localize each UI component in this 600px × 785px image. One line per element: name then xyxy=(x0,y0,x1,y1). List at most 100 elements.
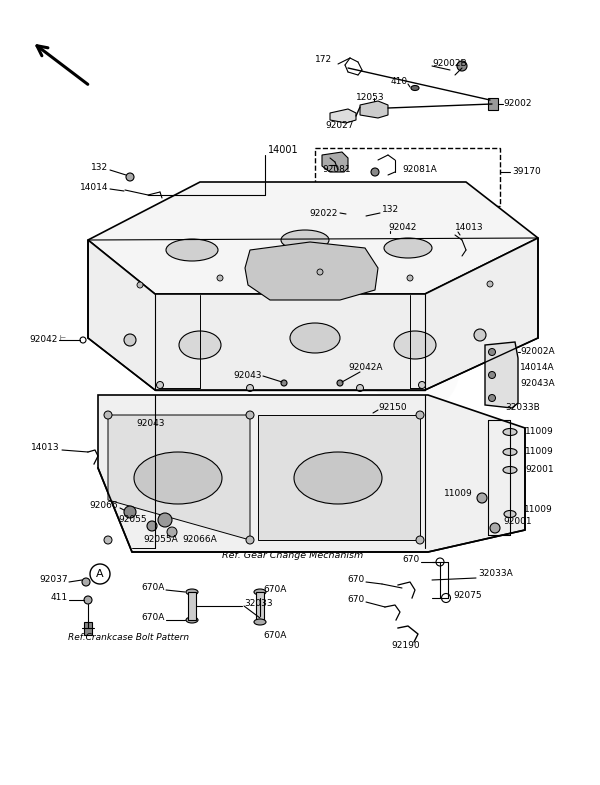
Text: 92002: 92002 xyxy=(503,100,532,108)
Circle shape xyxy=(407,275,413,281)
Ellipse shape xyxy=(179,331,221,359)
Text: 92190: 92190 xyxy=(392,641,421,649)
Circle shape xyxy=(126,173,134,181)
Circle shape xyxy=(356,385,364,392)
Text: 172: 172 xyxy=(315,56,332,64)
Text: 92022: 92022 xyxy=(310,209,338,217)
Circle shape xyxy=(457,61,467,71)
Polygon shape xyxy=(88,238,538,390)
Text: 410: 410 xyxy=(391,78,408,86)
Polygon shape xyxy=(388,233,393,244)
Text: 92081A: 92081A xyxy=(402,166,437,174)
Circle shape xyxy=(247,385,254,392)
Text: 411: 411 xyxy=(51,593,68,603)
Text: 11009: 11009 xyxy=(525,447,554,457)
Circle shape xyxy=(416,411,424,419)
Text: 92001: 92001 xyxy=(503,517,532,527)
Text: 32033A: 32033A xyxy=(478,569,513,579)
Text: Ref.Crankcase Bolt Pattern: Ref.Crankcase Bolt Pattern xyxy=(68,633,189,642)
Circle shape xyxy=(246,536,254,544)
Text: Ref. Gear Change Mechanism: Ref. Gear Change Mechanism xyxy=(222,550,363,560)
Text: 14013: 14013 xyxy=(31,443,60,451)
Text: 32033: 32033 xyxy=(244,598,272,608)
Polygon shape xyxy=(330,109,356,123)
Polygon shape xyxy=(88,182,538,294)
Circle shape xyxy=(124,334,136,346)
Ellipse shape xyxy=(503,448,517,455)
Ellipse shape xyxy=(254,619,266,625)
Text: 14013: 14013 xyxy=(455,224,484,232)
Circle shape xyxy=(104,536,112,544)
Circle shape xyxy=(246,411,254,419)
Polygon shape xyxy=(360,101,388,118)
Text: 92002A: 92002A xyxy=(520,348,554,356)
Ellipse shape xyxy=(294,452,382,504)
Text: 92055: 92055 xyxy=(118,516,147,524)
Text: 92002B: 92002B xyxy=(432,60,467,68)
Text: 92037: 92037 xyxy=(40,575,68,585)
Circle shape xyxy=(488,371,496,378)
Ellipse shape xyxy=(411,86,419,90)
Ellipse shape xyxy=(503,466,517,473)
Text: 92043: 92043 xyxy=(233,371,262,379)
Circle shape xyxy=(371,168,379,176)
Text: 670A: 670A xyxy=(263,631,286,641)
Ellipse shape xyxy=(166,239,218,261)
Text: 92001: 92001 xyxy=(525,466,554,474)
Polygon shape xyxy=(256,592,264,620)
Circle shape xyxy=(217,275,223,281)
Circle shape xyxy=(104,411,112,419)
Text: 670: 670 xyxy=(403,556,420,564)
Bar xyxy=(315,148,500,206)
Polygon shape xyxy=(368,413,375,428)
Ellipse shape xyxy=(186,589,198,595)
Circle shape xyxy=(487,281,493,287)
Circle shape xyxy=(416,536,424,544)
Polygon shape xyxy=(485,342,518,408)
Text: 92043A: 92043A xyxy=(520,379,554,389)
Ellipse shape xyxy=(186,617,198,623)
Circle shape xyxy=(137,282,143,288)
Circle shape xyxy=(490,523,500,533)
Circle shape xyxy=(474,329,486,341)
Circle shape xyxy=(157,382,163,389)
Circle shape xyxy=(158,513,172,527)
Circle shape xyxy=(346,212,354,220)
Text: ⊢: ⊢ xyxy=(59,335,65,341)
Text: 92066A: 92066A xyxy=(182,535,217,545)
Text: 14001: 14001 xyxy=(268,145,299,155)
Circle shape xyxy=(419,382,425,389)
Text: 132: 132 xyxy=(382,206,399,214)
Circle shape xyxy=(337,380,343,386)
Circle shape xyxy=(317,269,323,275)
Text: 670A: 670A xyxy=(263,586,286,594)
Text: 670: 670 xyxy=(348,575,365,585)
Text: 92150: 92150 xyxy=(378,403,407,411)
Polygon shape xyxy=(322,152,348,172)
Circle shape xyxy=(84,596,92,604)
Polygon shape xyxy=(245,242,378,300)
Text: 11009: 11009 xyxy=(444,490,473,498)
Circle shape xyxy=(82,578,90,586)
Ellipse shape xyxy=(134,452,222,504)
Text: 92055A: 92055A xyxy=(143,535,178,545)
Text: 92027: 92027 xyxy=(326,122,354,130)
Ellipse shape xyxy=(503,429,517,436)
Polygon shape xyxy=(488,98,498,110)
Text: 670A: 670A xyxy=(142,614,165,623)
Text: 92081: 92081 xyxy=(322,166,350,174)
Text: 11009: 11009 xyxy=(524,506,553,514)
Text: 14014A: 14014A xyxy=(520,363,554,373)
Text: 92075: 92075 xyxy=(453,592,482,601)
Ellipse shape xyxy=(384,238,432,258)
Text: 12053: 12053 xyxy=(356,93,385,103)
Text: 39170: 39170 xyxy=(512,167,541,177)
Polygon shape xyxy=(84,622,92,635)
Circle shape xyxy=(147,521,157,531)
Circle shape xyxy=(488,349,496,356)
Text: 92042A: 92042A xyxy=(348,363,383,373)
Text: 670A: 670A xyxy=(142,583,165,593)
Circle shape xyxy=(488,395,496,401)
Polygon shape xyxy=(98,395,525,552)
Ellipse shape xyxy=(254,589,266,595)
